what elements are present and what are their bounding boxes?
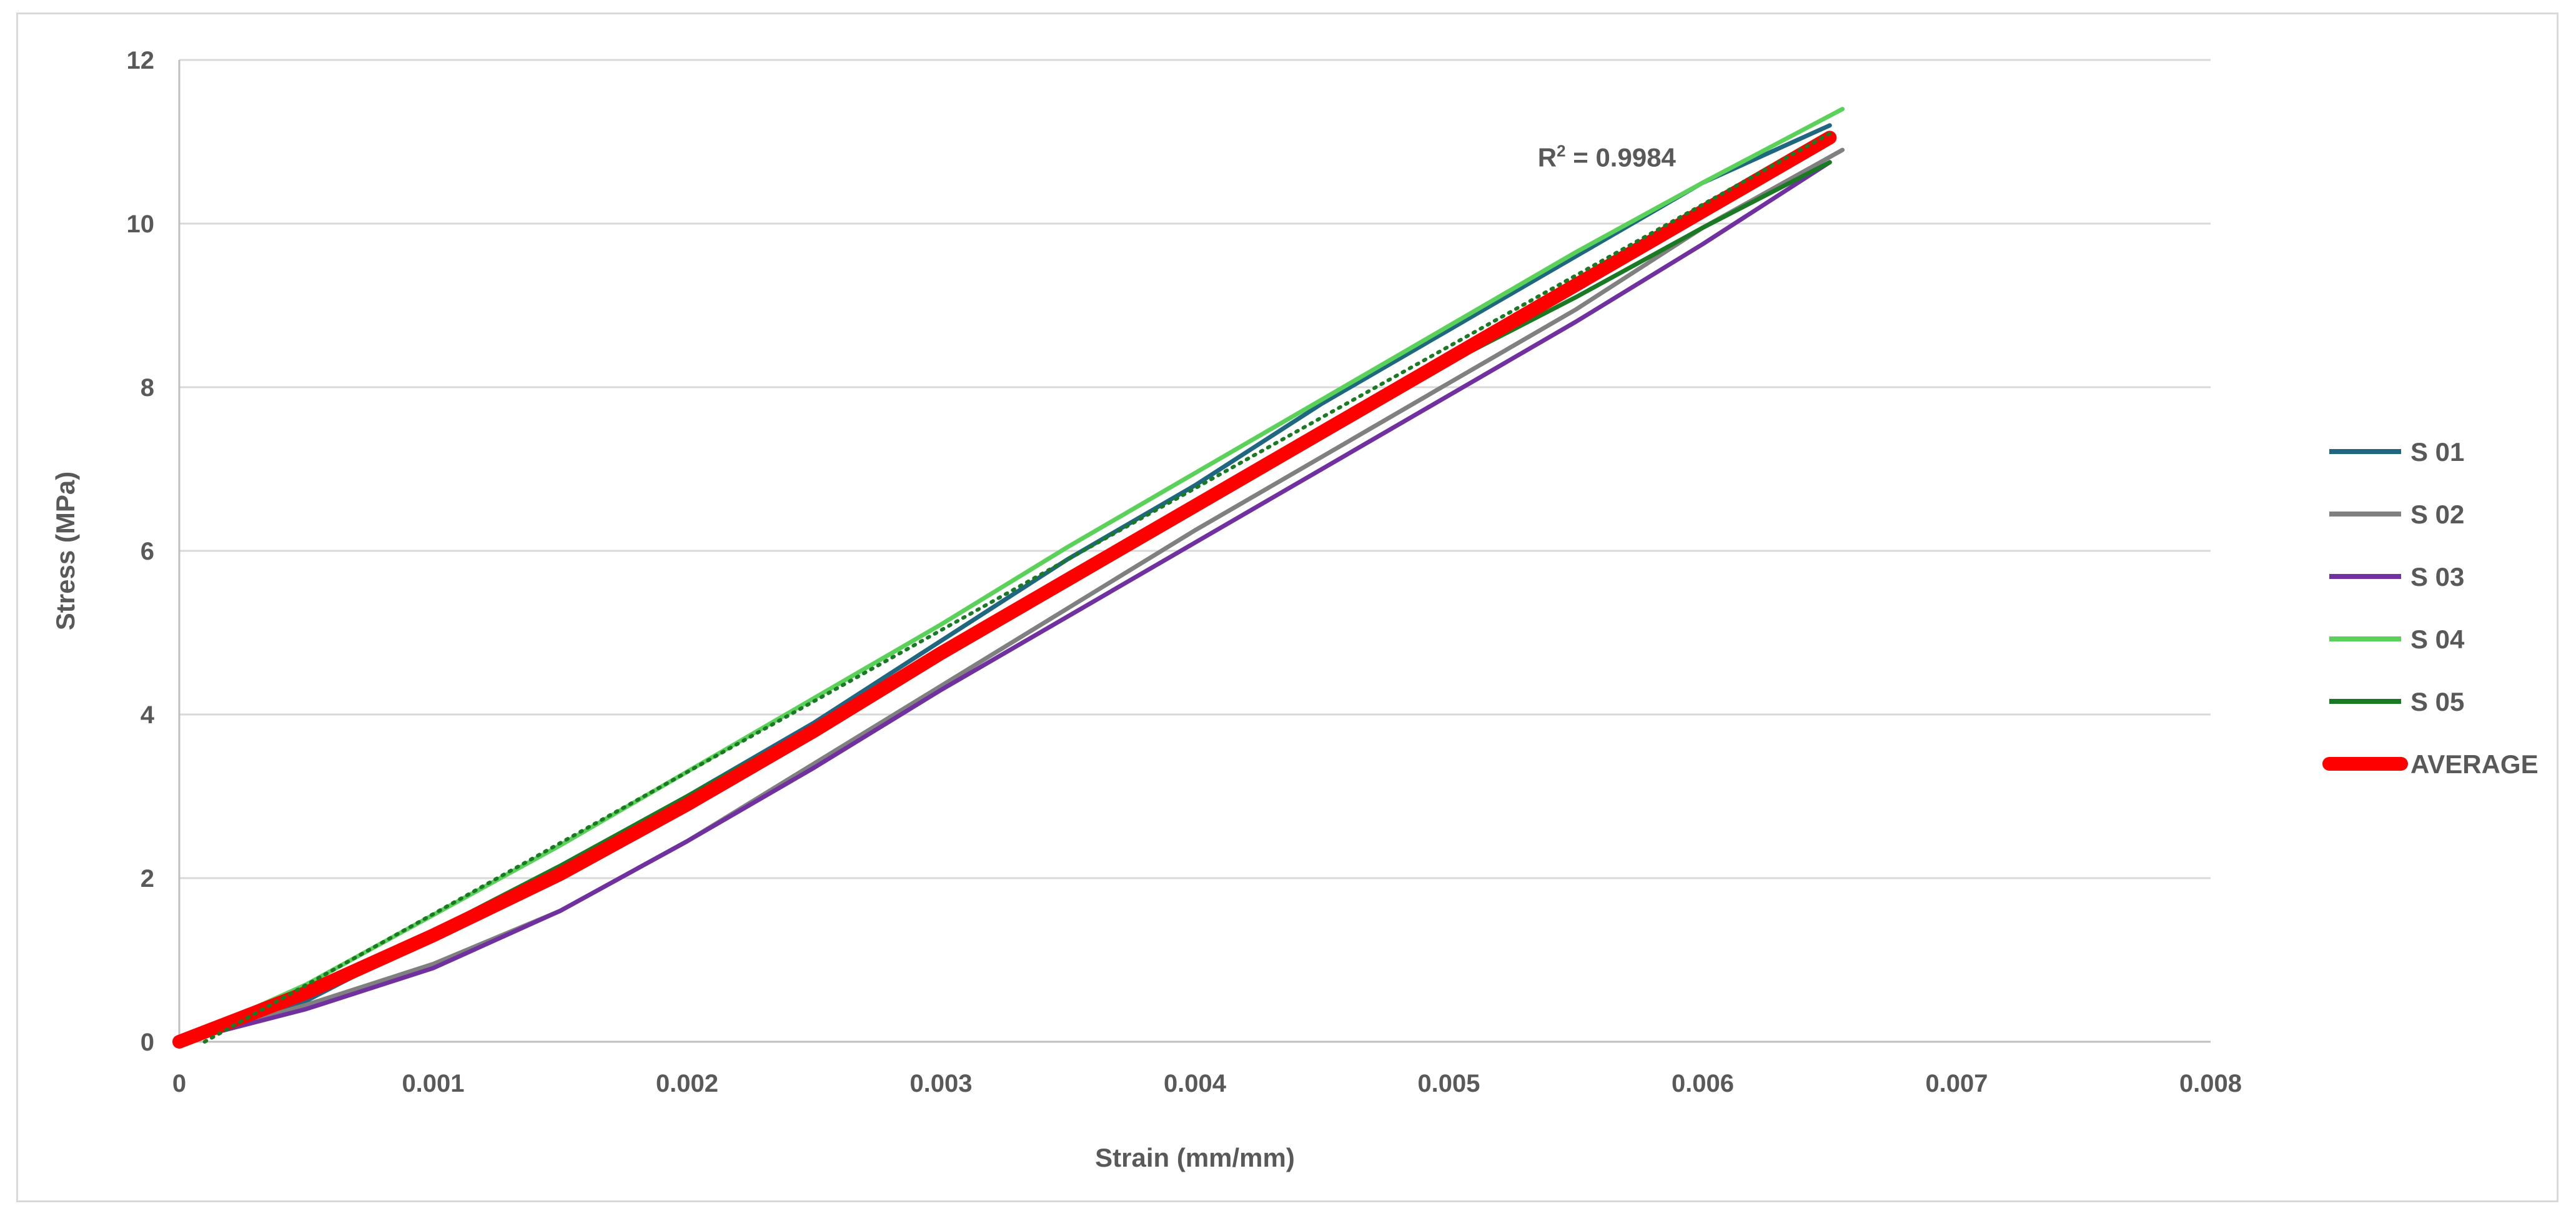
r-squared-value: = 0.9984 [1566, 142, 1677, 172]
legend-item[interactable]: S 03 [2329, 562, 2464, 591]
legend-label: S 01 [2410, 437, 2464, 467]
x-tick-label: 0.007 [1925, 1070, 1988, 1097]
y-tick-label: 0 [141, 1029, 154, 1056]
legend-item[interactable]: S 04 [2329, 625, 2465, 654]
tick-labels: 0 2 4 6 8 10 12 0 0.001 0.002 0.003 0.004 0.005 0.006… [127, 47, 2242, 1097]
r-squared-annotation[interactable]: R2 = 0.9984 [1538, 141, 1677, 172]
linear-trendline[interactable] [202, 131, 1832, 1044]
y-tick-label: 10 [127, 210, 155, 238]
y-tick-label: 4 [141, 701, 155, 729]
y-tick-label: 8 [141, 374, 154, 402]
x-tick-label: 0.004 [1164, 1070, 1227, 1097]
series-line-s-02[interactable] [177, 147, 1845, 1044]
x-axis-title: Strain (mm/mm) [1095, 1143, 1295, 1172]
chart-area[interactable]: 0 2 4 6 8 10 12 0 0.001 0.002 0.003 0.004 0.005 0.006… [16, 12, 2559, 1202]
legend-item[interactable]: S 01 [2329, 437, 2464, 467]
legend-label: S 04 [2410, 625, 2465, 654]
y-tick-label: 12 [127, 47, 155, 74]
r-squared-base: R [1538, 142, 1557, 172]
x-tick-label: 0.003 [909, 1070, 972, 1097]
legend-item[interactable]: AVERAGE [2322, 749, 2539, 779]
x-tick-label: 0.008 [2179, 1070, 2242, 1097]
r-squared-superscript: 2 [1557, 141, 1565, 160]
stress-strain-chart: 0 2 4 6 8 10 12 0 0.001 0.002 0.003 0.004 0.005 0.006… [51, 47, 2539, 1172]
legend-label: S 02 [2410, 500, 2464, 529]
legend-label: AVERAGE [2410, 749, 2539, 779]
x-tick-label: 0.001 [402, 1070, 464, 1097]
y-axis-title: Stress (MPa) [51, 472, 80, 630]
series-line-s-04[interactable] [177, 107, 1845, 1044]
y-tick-label: 2 [141, 865, 154, 892]
axes [178, 60, 2211, 1043]
legend[interactable]: S 01 S 02 S 03 S 04 S 05 AVERAGE [2322, 437, 2539, 779]
series-line-s-03[interactable] [177, 160, 1832, 1044]
legend-label: S 05 [2410, 687, 2464, 716]
legend-item[interactable]: S 05 [2329, 687, 2464, 716]
y-tick-label: 6 [141, 538, 154, 565]
x-tick-label: 0.005 [1417, 1070, 1480, 1097]
series-lines[interactable] [172, 107, 1845, 1049]
x-tick-label: 0 [172, 1070, 186, 1097]
x-tick-label: 0.002 [656, 1070, 718, 1097]
legend-label: S 03 [2410, 562, 2464, 591]
legend-item[interactable]: S 02 [2329, 500, 2464, 529]
series-line-average[interactable] [172, 131, 1837, 1049]
x-tick-label: 0.006 [1672, 1070, 1734, 1097]
gridlines [179, 59, 2211, 879]
